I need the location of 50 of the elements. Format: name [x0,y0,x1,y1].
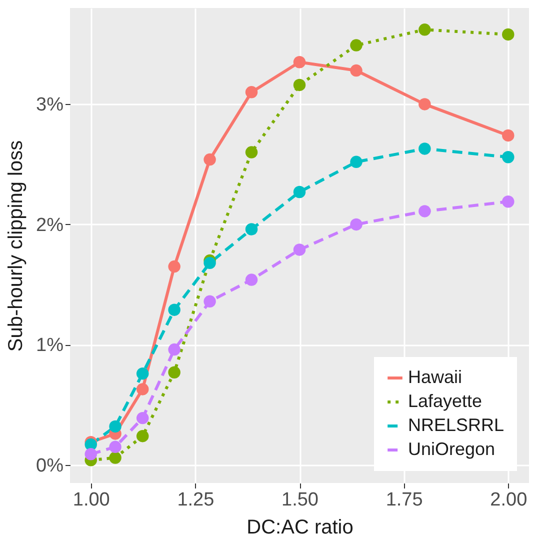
point [293,78,306,92]
point [293,56,306,68]
y-tick-label: 3% [36,94,64,116]
point [136,430,149,442]
point [245,223,258,236]
point [136,383,149,396]
point [84,448,97,460]
point [168,343,180,356]
point [168,260,180,273]
point [109,420,122,433]
point [350,64,362,77]
legend-label: UniOregon [408,439,496,459]
x-tick-label: 1.25 [177,490,214,510]
point [293,186,306,198]
point [418,205,431,218]
legend-label: NRELSRRL [408,415,504,435]
x-tick-label: 1.00 [72,490,110,510]
y-axis-title: Sub-hourly clipping loss [5,140,28,352]
point [204,153,216,166]
point [502,129,514,142]
x-tick-label: 2.00 [490,490,528,510]
y-tick-label: 1% [36,335,64,356]
point [245,274,258,286]
point [502,151,514,164]
point [350,218,362,231]
point [136,367,149,380]
x-tick-label: 1.50 [282,490,318,510]
point [245,146,258,158]
point [502,28,514,41]
point [418,24,431,36]
y-tick-label: 0% [36,455,64,476]
x-axis-title: DC:AC ratio [246,516,354,538]
point [350,156,362,168]
point [293,244,306,256]
point [168,304,180,316]
x-tick-label: 1.75 [386,490,423,510]
point [350,39,362,52]
y-tick-label: 2% [36,214,64,236]
point [245,86,258,98]
legend-label: Hawaii [408,367,462,387]
point [109,452,122,464]
point [109,440,122,454]
point [418,142,431,155]
legend-label: Lafayette [408,391,482,411]
point [136,412,149,424]
point [204,295,216,308]
point [418,98,431,110]
point [204,256,216,270]
point [502,195,514,208]
point [168,366,180,378]
